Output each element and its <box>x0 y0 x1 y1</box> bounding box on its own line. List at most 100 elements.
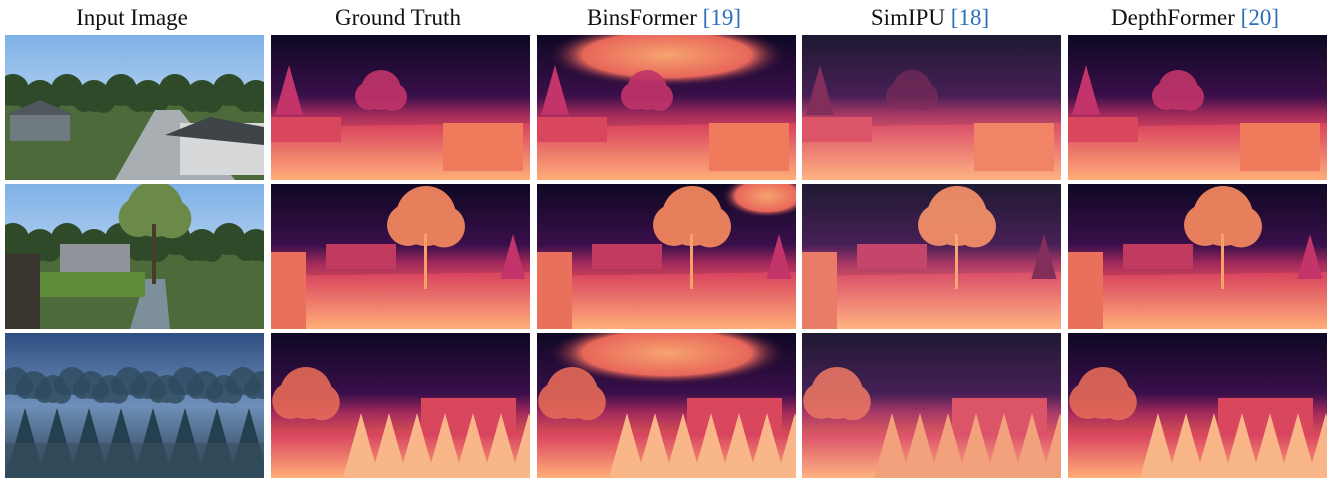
pine-tree-shape <box>1223 413 1261 478</box>
house-depth <box>443 123 523 171</box>
pine-tree-shape <box>482 413 520 478</box>
depth-map-depthformer-row-2 <box>1068 184 1327 329</box>
house-depth <box>592 244 662 269</box>
pine-tree-shape <box>608 413 646 478</box>
column-title-text: SimIPU <box>870 5 951 30</box>
depth-map-ground-truth-row-2 <box>271 184 530 329</box>
depth-map-ground-truth-row-1 <box>271 35 530 180</box>
depth-ground <box>1068 272 1327 329</box>
pine-tree-shape <box>1167 413 1205 478</box>
pine-tree-shape <box>426 413 464 478</box>
column-title-text: Input Image <box>76 5 188 30</box>
pine-tree-shape <box>370 413 408 478</box>
tree-shape <box>91 375 129 404</box>
depth-map-depthformer-row-1 <box>1068 35 1327 180</box>
pine-tree-shape <box>985 413 1023 478</box>
depth-map-binsformer-row-3 <box>537 333 796 478</box>
pine-tree-shape <box>1307 413 1327 478</box>
column-title-simipu: SimIPU [18] <box>798 3 1062 33</box>
column-title-text: DepthFormer <box>1111 5 1241 30</box>
pine-tree-shape <box>398 413 436 478</box>
pine-tree-shape <box>664 413 702 478</box>
house-depth <box>974 123 1054 171</box>
pine-tree-shape <box>1297 234 1323 279</box>
tree-shape <box>918 186 996 248</box>
image-render <box>1068 184 1327 329</box>
image-render <box>802 184 1061 329</box>
tree-shape <box>73 80 115 113</box>
tree-shape <box>621 70 673 111</box>
pine-tree-shape <box>873 413 911 478</box>
pine-tree-shape <box>1139 413 1177 478</box>
tree-shape <box>886 70 938 111</box>
image-render <box>271 184 530 329</box>
column-header-row: Input Image Ground Truth BinsFormer [19]… <box>0 0 1327 34</box>
tree-shape <box>1069 367 1137 421</box>
pine-tree-shape <box>929 413 967 478</box>
flooded-road-shape <box>130 279 170 329</box>
image-render <box>537 184 796 329</box>
image-render <box>802 35 1061 180</box>
depth-map-simipu-row-1 <box>802 35 1061 180</box>
pine-tree-shape <box>806 65 834 115</box>
pine-tree-shape <box>1195 413 1233 478</box>
pine-tree-shape <box>636 413 674 478</box>
house-depth <box>326 244 396 269</box>
image-render <box>271 333 530 478</box>
pine-tree-shape <box>1031 234 1057 279</box>
citation-link: [20] <box>1240 5 1279 30</box>
column-title-binsformer: BinsFormer [19] <box>532 3 796 33</box>
tree-shape <box>355 70 407 111</box>
column-title-input: Input Image <box>0 3 264 33</box>
depth-map-simipu-row-2 <box>802 184 1061 329</box>
pine-tree-shape <box>510 413 530 478</box>
pine-tree-shape <box>500 234 526 279</box>
depth-map-binsformer-row-1 <box>537 35 796 180</box>
pine-tree-shape <box>454 413 492 478</box>
pine-tree-shape <box>776 413 796 478</box>
column-title-depthformer: DepthFormer [20] <box>1063 3 1327 33</box>
image-render <box>271 35 530 180</box>
depth-ground <box>537 272 796 329</box>
image-render <box>5 35 264 180</box>
tree-shape <box>235 229 264 262</box>
pine-tree-shape <box>766 234 792 279</box>
sky-artifact <box>547 35 787 87</box>
image-render <box>1068 35 1327 180</box>
depth-map-depthformer-row-3 <box>1068 333 1327 478</box>
tree-shape <box>272 367 340 421</box>
tree-shape <box>1152 70 1204 111</box>
pine-tree-shape <box>748 413 786 478</box>
depth-map-simipu-row-3 <box>802 333 1061 478</box>
image-render <box>802 333 1061 478</box>
pine-tree-shape <box>541 65 569 115</box>
image-render <box>5 184 264 329</box>
pine-tree-shape <box>1279 413 1317 478</box>
pine-tree-shape <box>1041 413 1061 478</box>
image-render <box>1068 333 1327 478</box>
citation-link: [19] <box>702 5 741 30</box>
tree-shape <box>538 367 606 421</box>
depth-ground <box>802 272 1061 329</box>
house-depth <box>709 123 789 171</box>
tree-shape <box>243 371 264 399</box>
input-photo-input-image-row-2 <box>5 184 264 329</box>
depth-map-ground-truth-row-3 <box>271 333 530 478</box>
column-title-ground-truth: Ground Truth <box>266 3 530 33</box>
pine-tree-shape <box>1251 413 1289 478</box>
pine-tree-shape <box>957 413 995 478</box>
tree-shape <box>653 186 731 248</box>
pine-tree-shape <box>342 413 380 478</box>
pine-tree-shape <box>720 413 758 478</box>
sky-artifact <box>722 184 796 218</box>
sky-artifact <box>547 333 787 385</box>
house-depth <box>1123 244 1193 269</box>
pine-tree-shape <box>1013 413 1051 478</box>
tree-shape <box>803 367 871 421</box>
house-depth <box>1240 123 1320 171</box>
pine-tree-shape <box>275 65 303 115</box>
house-shape <box>60 244 130 272</box>
tree-shape <box>118 184 192 239</box>
depth-map-binsformer-row-2 <box>537 184 796 329</box>
